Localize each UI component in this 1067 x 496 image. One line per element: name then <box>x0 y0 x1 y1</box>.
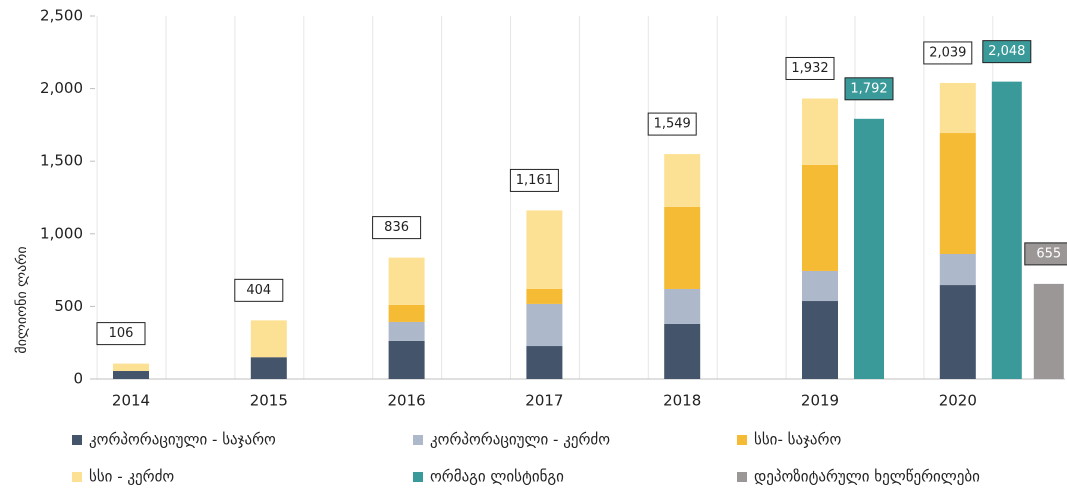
y-axis-label: მილიონი ლარი <box>13 246 30 353</box>
value-label: 1,161 <box>516 173 553 188</box>
bar-segment <box>113 371 149 379</box>
bar-segment <box>664 288 701 324</box>
bar <box>991 81 1022 379</box>
value-label: 655 <box>1036 246 1061 261</box>
value-label-box <box>844 77 894 101</box>
bar-segment <box>802 98 838 165</box>
value-label: 2,039 <box>929 45 966 60</box>
x-tick-label: 2017 <box>525 392 563 410</box>
legend-swatch <box>413 435 423 445</box>
legend-swatch <box>72 435 82 445</box>
value-label-box <box>372 216 422 240</box>
legend-label: კორპორაციული - კერძო <box>430 431 610 449</box>
value-label: 1,932 <box>791 61 828 76</box>
bar-segment <box>388 321 425 341</box>
value-label-box <box>1024 242 1067 266</box>
y-tick-label: 0 <box>73 370 83 388</box>
value-label: 1,549 <box>654 117 691 132</box>
x-tick-label: 2019 <box>801 392 839 410</box>
y-tick-label: 2,500 <box>40 7 83 25</box>
value-label-box <box>647 112 697 136</box>
value-label-box <box>509 168 559 192</box>
legend-swatch <box>737 435 747 445</box>
bar-segment <box>802 164 838 271</box>
value-label-box <box>234 278 284 302</box>
bar <box>854 118 884 379</box>
bar-segment <box>939 253 976 286</box>
legend-swatch <box>413 472 423 482</box>
bar-segment <box>250 320 287 358</box>
x-tick-label: 2015 <box>250 392 288 410</box>
value-label-box <box>982 40 1032 64</box>
bar <box>1033 283 1064 379</box>
value-label-box <box>785 56 835 80</box>
legend-label: სსი- საჯარო <box>754 431 841 449</box>
bar-segment <box>388 340 425 379</box>
y-tick-label: 1,000 <box>40 224 83 242</box>
y-tick-label: 1,500 <box>40 152 83 170</box>
value-label: 2,048 <box>988 44 1025 59</box>
bar-segment <box>939 285 976 379</box>
bar-segment <box>802 301 838 379</box>
legend-swatch <box>737 472 747 482</box>
legend-label: დეპოზიტარული ხელწერილები <box>754 468 980 486</box>
value-label: 1,792 <box>850 81 887 96</box>
x-tick-label: 2020 <box>939 392 977 410</box>
bar-segment <box>388 304 425 322</box>
y-tick-label: 500 <box>54 297 83 315</box>
bar-segment <box>388 257 425 305</box>
y-tick-label: 2,000 <box>40 79 83 97</box>
bar-segment <box>526 346 563 379</box>
bar-segment <box>939 82 976 134</box>
value-label-box <box>923 41 973 65</box>
legend-swatch <box>72 472 82 482</box>
bar-segment <box>113 363 149 372</box>
legend-label: სსი - კერძო <box>89 468 174 486</box>
bar-segment <box>526 303 563 347</box>
bar-segment <box>939 133 976 254</box>
value-label: 404 <box>246 283 271 298</box>
legend-label: ორმაგი ლისტინგი <box>430 468 564 486</box>
value-label: 106 <box>109 326 134 341</box>
value-label-box <box>96 322 146 346</box>
bar-segment <box>664 154 701 207</box>
bar-segment <box>802 270 838 302</box>
x-tick-label: 2018 <box>663 392 701 410</box>
x-tick-label: 2016 <box>388 392 426 410</box>
value-label: 836 <box>384 220 409 235</box>
bar-segment <box>526 288 563 304</box>
bar-segment <box>526 210 563 289</box>
x-tick-label: 2014 <box>112 392 150 410</box>
bar-segment <box>664 323 701 379</box>
bar-segment <box>250 357 287 379</box>
bar-segment <box>664 206 701 289</box>
legend-label: კორპორაციული - საჯარო <box>89 431 276 449</box>
